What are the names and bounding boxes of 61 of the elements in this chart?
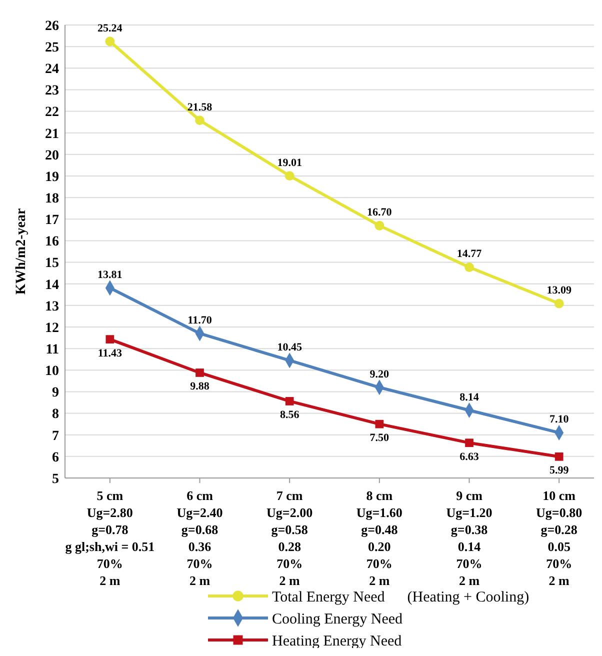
point <box>105 36 115 46</box>
x-tick-label: 10 cm Ug=0.80 g=0.28 0.05 70% 2 m <box>536 488 582 588</box>
y-tick-label: 19 <box>45 170 59 185</box>
point <box>375 420 384 428</box>
point <box>374 220 384 230</box>
data-label: 19.01 <box>277 156 302 169</box>
y-tick-label: 12 <box>45 320 59 336</box>
legend-label: Total Energy Need (Heating + Cooling) <box>272 589 530 606</box>
point <box>106 335 114 344</box>
y-tick-label: 14 <box>45 278 59 293</box>
point <box>285 397 294 406</box>
point <box>195 116 204 126</box>
data-label: 16.70 <box>367 206 392 219</box>
point <box>554 298 564 308</box>
data-label: 7.50 <box>370 432 390 444</box>
y-tick-label: 23 <box>45 84 59 99</box>
data-label: 13.09 <box>546 284 572 296</box>
y-tick-label: 5 <box>52 472 59 487</box>
data-label: 11.70 <box>188 314 212 326</box>
data-label: 6.63 <box>460 450 480 463</box>
point <box>554 452 564 461</box>
y-tick-label: 10 <box>45 364 59 380</box>
y-tick-label: 17 <box>45 213 59 228</box>
y-tick-label: 20 <box>45 148 59 164</box>
data-label: 21.58 <box>187 101 213 114</box>
y-tick-label: 13 <box>45 299 59 314</box>
y-tick-label: 24 <box>45 62 59 78</box>
data-label: 13.81 <box>98 268 122 281</box>
y-tick-label: 11 <box>46 342 59 358</box>
data-label: 11.43 <box>98 347 122 360</box>
y-tick-label: 25 <box>45 40 59 56</box>
y-tick-label: 18 <box>45 191 59 206</box>
point <box>465 438 474 448</box>
y-tick-label: 6 <box>52 450 59 466</box>
x-tick-label: 9 cm Ug=1.20 g=0.38 0.14 70% 2 m <box>446 488 492 588</box>
x-tick-label: 7 cm Ug=2.00 g=0.58 0.28 70% 2 m <box>266 488 313 588</box>
data-label: 8.56 <box>280 409 300 422</box>
y-tick-label: 7 <box>52 428 59 444</box>
y-tick-label: 15 <box>45 256 59 272</box>
data-label: 10.45 <box>277 341 302 354</box>
y-tick-label: 8 <box>52 407 59 422</box>
y-tick-label: 26 <box>45 18 59 34</box>
data-label: 9.88 <box>190 380 210 393</box>
data-label: 25.24 <box>98 22 123 34</box>
y-tick-label: 22 <box>45 105 59 120</box>
y-tick-label: 16 <box>45 234 59 250</box>
x-tick-label: 8 cm Ug=1.60 g=0.48 0.20 70% 2 m <box>356 488 402 588</box>
y-tick-label: 9 <box>52 386 59 401</box>
y-axis-title: KWh/m2-year <box>14 208 29 295</box>
legend-label: Cooling Energy Need <box>272 611 404 628</box>
y-tick-label: 21 <box>45 126 59 142</box>
point <box>284 171 294 180</box>
point <box>196 368 204 377</box>
point <box>464 262 474 272</box>
x-tick-label: 5 cm Ug=2.80 g=0.78 g gl;sh,wi = 0.51 70% 2 m <box>65 488 155 588</box>
data-label: 7.10 <box>549 414 570 426</box>
data-label: 8.14 <box>460 391 480 404</box>
data-label: 9.20 <box>370 368 390 380</box>
data-label: 5.99 <box>549 464 570 477</box>
data-label: 14.77 <box>456 248 482 260</box>
x-tick-label: 6 cm Ug=2.40 g=0.68 0.36 70% 2 m <box>176 488 223 588</box>
